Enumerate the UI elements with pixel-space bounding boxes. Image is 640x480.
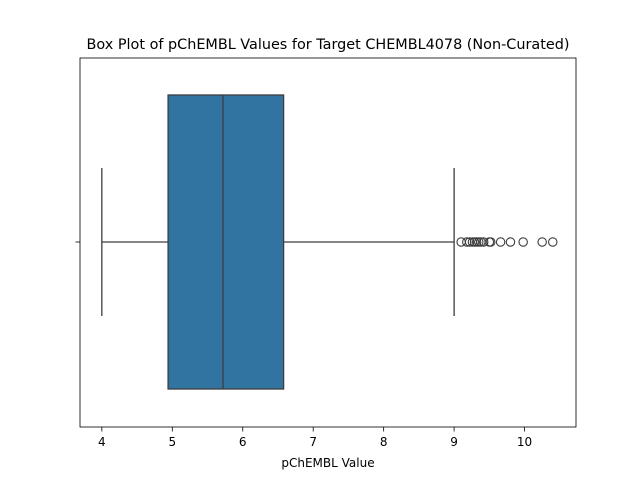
outlier-point bbox=[518, 237, 528, 247]
x-tick-label: 6 bbox=[239, 435, 247, 449]
chart-title: Box Plot of pChEMBL Values for Target CH… bbox=[87, 37, 570, 53]
outlier-point bbox=[537, 237, 547, 247]
outlier-point bbox=[547, 237, 558, 247]
x-tick-label: 4 bbox=[98, 435, 106, 449]
x-axis-label: pChEMBL Value bbox=[281, 456, 374, 470]
outlier-point bbox=[462, 237, 472, 247]
x-axis: 4 5 6 7 8 9 10 bbox=[98, 427, 532, 449]
outlier-point bbox=[478, 237, 489, 247]
x-tick-label: 5 bbox=[168, 435, 176, 449]
x-tick-label: 8 bbox=[380, 435, 388, 449]
outlier-point bbox=[485, 237, 496, 247]
outlier-point bbox=[495, 237, 506, 247]
axes-frame bbox=[79, 57, 577, 428]
iqr-box bbox=[167, 94, 285, 390]
plot-area bbox=[101, 94, 558, 390]
x-tick-label: 10 bbox=[517, 435, 532, 449]
x-tick-label: 7 bbox=[309, 435, 317, 449]
outlier-point bbox=[464, 237, 475, 247]
outlier-point bbox=[505, 237, 516, 247]
x-tick-label: 9 bbox=[450, 435, 458, 449]
